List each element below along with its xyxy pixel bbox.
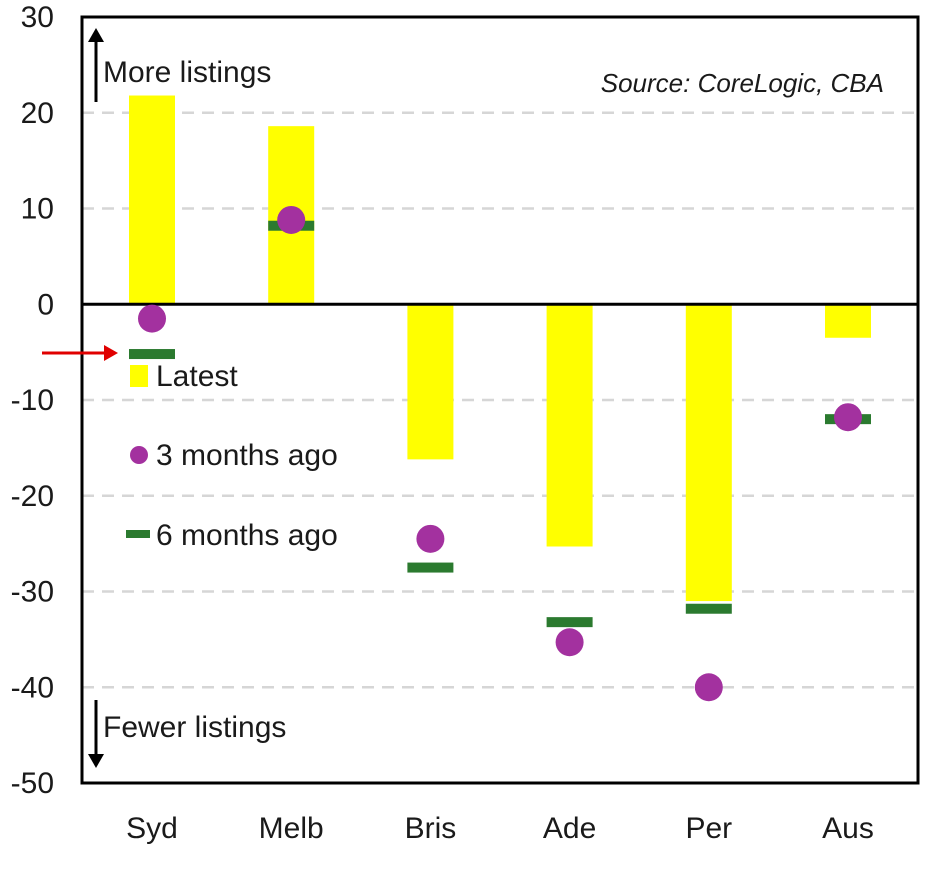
grid-lines <box>82 111 918 689</box>
legend-swatch-3-months <box>130 446 148 464</box>
source-note: Source: CoreLogic, CBA <box>601 68 884 98</box>
dots-3-months-ago <box>138 205 862 702</box>
dot-3-months-melb <box>277 205 306 234</box>
dashes-6-months-ago <box>129 220 871 628</box>
dot-3-months-syd <box>138 304 166 333</box>
y-tick-label-50: -50 <box>11 767 54 800</box>
dot-3-months-bris <box>416 524 445 553</box>
x-axis-categories: Syd Melb Bris Ade Per Aus <box>126 812 874 845</box>
dash-6-months-ade <box>546 617 593 628</box>
x-category-label-aus: Aus <box>822 812 874 845</box>
x-category-label-bris: Bris <box>405 812 457 845</box>
legend-label-latest: Latest <box>156 360 238 393</box>
plot-frame <box>80 15 920 785</box>
fewer-listings-label: Fewer listings <box>103 711 286 744</box>
more-listings-label: More listings <box>103 56 271 89</box>
bar-latest-per <box>685 304 732 602</box>
red-pointer-arrow <box>42 345 118 361</box>
legend: Latest 3 months ago 6 months ago <box>126 360 338 552</box>
y-tick-label-20: 20 <box>21 97 54 130</box>
x-category-label-syd: Syd <box>126 812 178 845</box>
y-tick-label-40: -40 <box>11 671 54 704</box>
dash-6-months-syd <box>129 349 175 360</box>
bar-latest-ade <box>546 304 593 547</box>
y-tick-label-10: -10 <box>11 384 54 417</box>
dash-6-months-per <box>685 603 732 614</box>
y-tick-label-30: 30 <box>21 1 54 34</box>
legend-label-3-months: 3 months ago <box>156 439 338 472</box>
x-category-label-per: Per <box>685 812 732 845</box>
dot-3-months-aus <box>834 403 862 432</box>
x-category-label-ade: Ade <box>543 812 596 845</box>
bar-latest-aus <box>825 304 871 338</box>
fewer-listings-arrow <box>88 700 104 768</box>
legend-swatch-6-months <box>126 530 150 538</box>
y-tick-label-20: -20 <box>11 480 54 513</box>
y-axis-ticks: 30 20 10 0 -10 -20 -30 -40 -50 <box>11 1 54 800</box>
bar-latest-bris <box>407 304 454 460</box>
legend-swatch-latest <box>130 365 148 387</box>
legend-label-6-months: 6 months ago <box>156 519 338 552</box>
dot-3-months-ade <box>555 628 584 657</box>
y-tick-label-30: -30 <box>11 576 54 609</box>
y-tick-label-10: 10 <box>21 193 54 226</box>
dot-3-months-per <box>694 673 723 702</box>
dash-6-months-bris <box>407 562 454 573</box>
more-listings-arrow <box>88 28 104 102</box>
bar-latest-syd <box>129 95 175 305</box>
x-category-label-melb: Melb <box>259 812 324 845</box>
y-tick-label-0: 0 <box>37 288 54 321</box>
